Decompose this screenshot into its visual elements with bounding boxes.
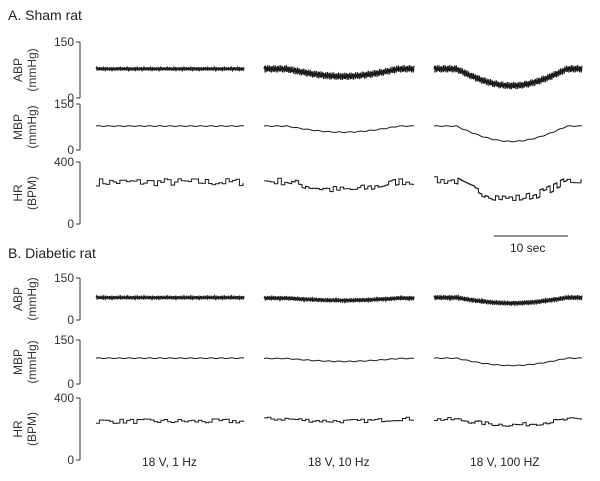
y-axis-label: ABP [11,287,25,311]
panel-title-diabetic: B. Diabetic rat [8,245,96,261]
y-axis-label: HR [11,184,25,202]
y-tick-label-bottom: 0 [67,217,74,231]
y-axis-label: HR [11,420,25,438]
trace-abp-1 [95,65,245,73]
trace-mbp-2 [263,357,415,363]
y-axis-unit: (BPM) [25,176,39,210]
y-tick-label-top: 400 [54,391,74,405]
trace-mbp-2 [263,125,415,134]
y-tick-label-bottom: 0 [67,453,74,467]
y-axis-unit: (mmHg) [25,105,39,148]
trace-hr-1 [96,418,244,424]
y-axis-label: MBP [11,114,25,140]
y-tick-label-top: 150 [54,97,74,111]
row-b-hr: 400 0 HR (BPM) [11,391,582,467]
y-axis-unit: (mmHg) [25,340,39,383]
y-tick-label-top: 400 [54,155,74,169]
y-tick-label-top: 150 [54,271,74,285]
scale-bar-label: 10 sec [510,241,545,255]
y-tick-label-bottom: 0 [67,313,74,327]
row-a-hr: 400 0 HR (BPM) [11,155,582,231]
condition-label-1: 18 V, 1 Hz [142,455,197,469]
y-tick-label-top: 150 [54,35,74,49]
trace-mbp-1 [95,357,245,359]
y-axis-unit: (mmHg) [25,48,39,91]
trace-abp-3 [433,293,583,307]
trace-hr-3 [434,176,582,201]
trace-hr-1 [96,178,244,187]
trace-mbp-3 [433,357,583,367]
trace-hr-3 [434,417,582,427]
trace-mbp-3 [433,125,583,143]
row-b-abp: 150 0 ABP (mmHg) [11,271,583,327]
row-a-abp: 150 0 ABP (mmHg) [11,35,583,105]
row-a-mbp: 150 0 MBP (mmHg) [11,97,583,157]
y-axis-unit: (mmHg) [25,277,39,320]
y-axis-unit: (BPM) [25,412,39,446]
trace-abp-3 [433,64,583,90]
y-tick-label-top: 150 [54,333,74,347]
y-tick-label-bottom: 0 [67,91,74,105]
y-tick-label-bottom: 0 [67,143,74,157]
y-tick-label-bottom: 0 [67,377,74,391]
trace-mbp-1 [95,125,245,127]
condition-label-3: 18 V, 100 HZ [470,455,540,469]
condition-label-2: 18 V, 10 Hz [308,455,370,469]
panel-title-sham: A. Sham rat [8,7,82,23]
trace-hr-2 [264,177,414,193]
trace-hr-2 [264,416,414,424]
trace-abp-2 [263,294,415,304]
trace-abp-1 [95,294,245,302]
y-axis-label: MBP [11,349,25,375]
row-b-mbp: 150 0 MBP (mmHg) [11,333,583,391]
trace-abp-2 [263,64,415,81]
y-axis-label: ABP [11,58,25,82]
